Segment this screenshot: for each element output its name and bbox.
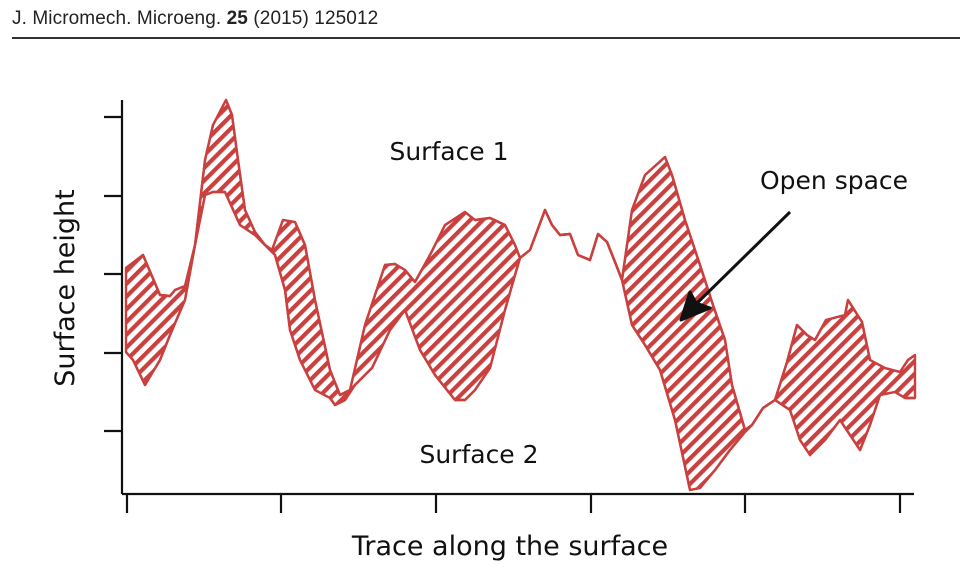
journal-volume: 25 — [226, 8, 248, 29]
journal-header: J. Micromech. Microeng. 25 (2015) 125012 — [12, 8, 378, 30]
header-rule — [12, 37, 960, 39]
open-space-arrow — [679, 210, 792, 322]
surface-2-line — [125, 190, 915, 492]
journal-name: J. Micromech. Microeng. — [12, 8, 222, 29]
x-axis-label: Trace along the surface — [351, 531, 668, 562]
open-space-label: Open space — [760, 166, 908, 195]
y-axis — [104, 100, 124, 494]
surface-2-label: Surface 2 — [419, 440, 538, 469]
x-axis — [122, 492, 914, 513]
article-number: 125012 — [314, 8, 379, 29]
y-axis-label: Surface height — [50, 189, 81, 387]
journal-year: (2015) — [253, 8, 309, 29]
surface-1-label: Surface 1 — [389, 137, 508, 166]
